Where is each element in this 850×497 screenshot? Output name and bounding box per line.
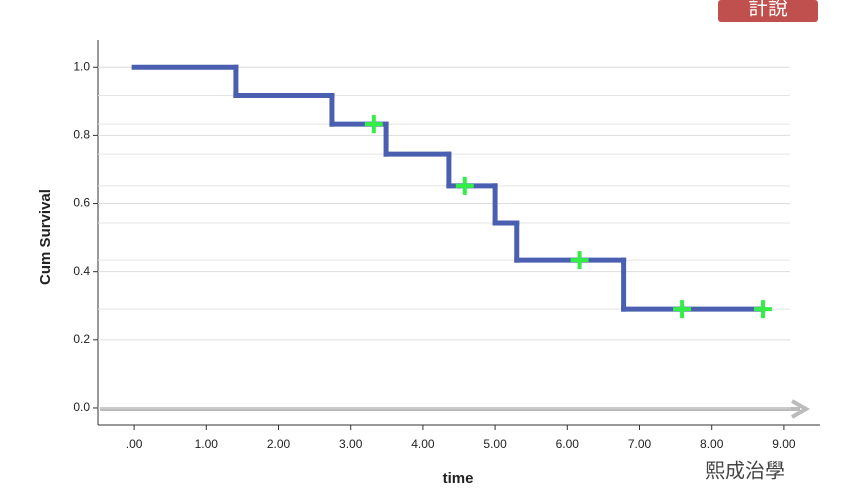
censored-mark (570, 251, 589, 270)
watermark-top: 計說 (748, 0, 788, 20)
x-tick-label: 6.00 (556, 437, 580, 451)
x-tick-label: 5.00 (483, 437, 507, 451)
x-tick-label: 7.00 (628, 437, 652, 451)
y-tick-label: 0.2 (73, 332, 90, 346)
censored-mark (455, 176, 474, 195)
censored-mark (364, 115, 383, 134)
watermark-bottom: 熙成治學 (705, 459, 785, 483)
x-tick-label: 3.00 (339, 437, 363, 451)
y-tick-label: 0.0 (73, 400, 90, 414)
x-tick-label: 8.00 (700, 437, 724, 451)
time-arrow-head (791, 399, 811, 419)
y-tick-label: 0.6 (73, 196, 90, 210)
x-tick-label: 4.00 (411, 437, 435, 451)
y-tick-label: 1.0 (73, 59, 90, 73)
x-axis-title: time (443, 470, 474, 487)
x-tick-label: 2.00 (267, 437, 291, 451)
badge (718, 0, 818, 22)
censored-mark (673, 300, 692, 319)
x-tick-label: 9.00 (772, 437, 796, 451)
x-tick-label: 1.00 (195, 437, 219, 451)
y-tick-label: 0.4 (73, 264, 90, 278)
censored-mark (753, 300, 772, 319)
y-axis-title: Cum Survival (37, 189, 54, 285)
x-tick-label: .00 (126, 437, 143, 451)
y-tick-label: 0.8 (73, 128, 90, 142)
